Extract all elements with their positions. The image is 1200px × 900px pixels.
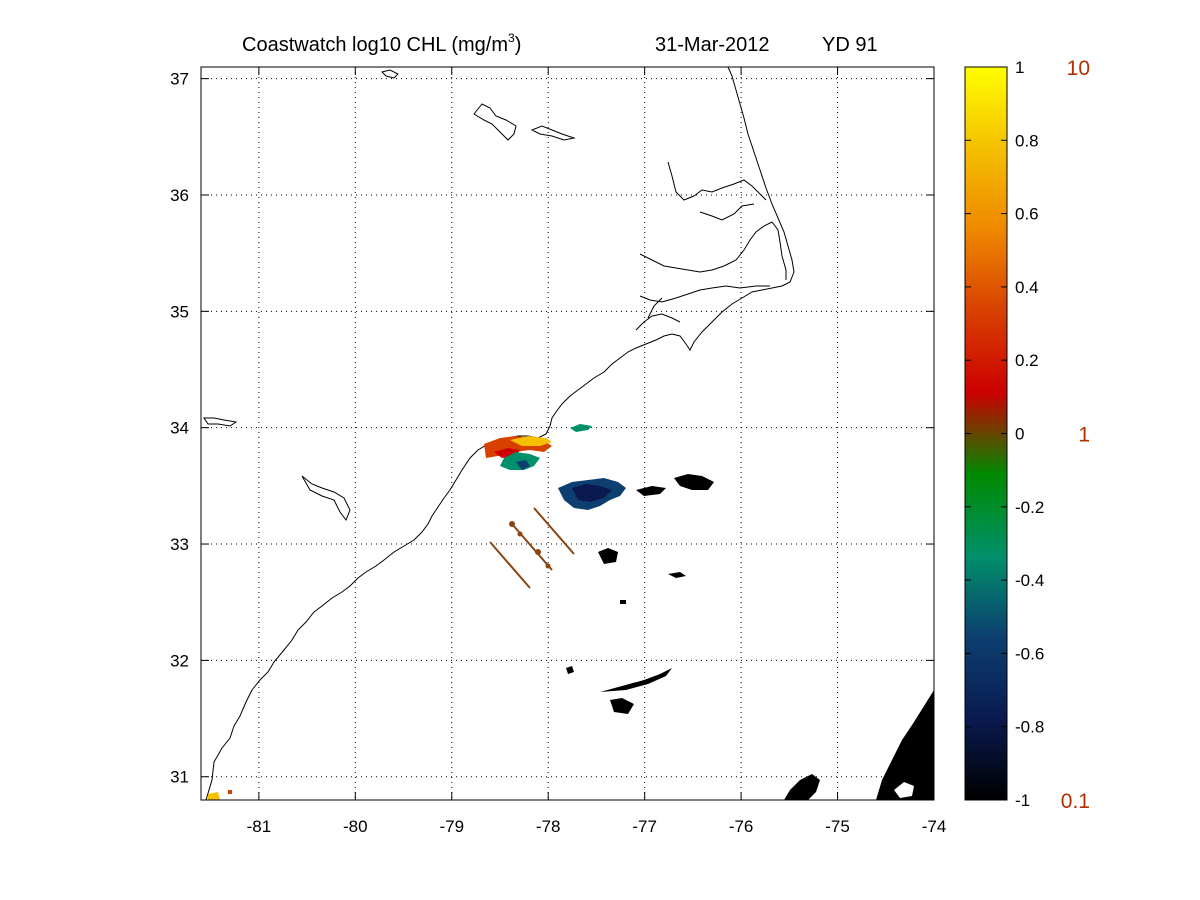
station-marker bbox=[545, 563, 551, 569]
neuse-river-outline bbox=[635, 297, 681, 331]
colorbar-tick-label: -0.4 bbox=[1015, 571, 1044, 590]
station-markers bbox=[509, 521, 551, 569]
latitude-tick-label: 32 bbox=[170, 651, 189, 670]
colorbar-tick-label: -0.6 bbox=[1015, 644, 1044, 663]
station-marker bbox=[517, 531, 523, 537]
longitude-tick-label: -80 bbox=[343, 817, 368, 836]
colorbar-tick-label: -0.8 bbox=[1015, 718, 1044, 737]
longitude-tick-label: -75 bbox=[825, 817, 850, 836]
map-content bbox=[203, 67, 934, 800]
reservoir-outline bbox=[381, 69, 399, 79]
colorbar-linear-label: 10 bbox=[1067, 57, 1090, 80]
colorbar-tick-label: 1 bbox=[1015, 58, 1024, 77]
colorbar-linear-labels: 10 1 0.1 bbox=[1061, 57, 1090, 813]
map-tick-labels: -81 -80 -79 -78 -77 -76 -75 -74 31 32 33 34 35 36 37 bbox=[170, 70, 946, 836]
albemarle-sound-outline bbox=[667, 161, 767, 221]
transect-line bbox=[489, 541, 531, 589]
title-close-paren: ) bbox=[515, 34, 522, 56]
colorbar-ticks bbox=[965, 66, 1007, 801]
station-marker bbox=[509, 521, 515, 527]
longitude-tick-label: -81 bbox=[247, 817, 272, 836]
map-ticks bbox=[201, 67, 935, 800]
map-frame bbox=[200, 66, 935, 801]
longitude-tick-label: -78 bbox=[536, 817, 561, 836]
kerr-lake-outline bbox=[473, 103, 576, 141]
chlorophyll-patches bbox=[208, 424, 934, 800]
latitude-tick-label: 34 bbox=[170, 419, 189, 438]
colorbar-ramp bbox=[964, 66, 1008, 801]
transect-line bbox=[511, 523, 553, 571]
colorbar: 1 0.8 0.6 0.4 0.2 0 -0.2 -0.4 -0.6 -0.8 -1 10 1 0.1 bbox=[964, 57, 1090, 813]
lake-marion-outline bbox=[301, 475, 351, 522]
coastline bbox=[205, 67, 795, 800]
longitude-tick-label: -79 bbox=[439, 817, 464, 836]
title-yearday: YD 91 bbox=[822, 34, 878, 56]
colorbar-tick-label: 0.4 bbox=[1015, 278, 1039, 297]
station-marker bbox=[535, 549, 541, 555]
colorbar-tick-label: -0.2 bbox=[1015, 498, 1044, 517]
title-date: 31-Mar-2012 bbox=[655, 34, 770, 56]
map-axes: -81 -80 -79 -78 -77 -76 -75 -74 31 32 33 34 35 36 37 bbox=[170, 66, 946, 836]
latitude-tick-label: 36 bbox=[170, 186, 189, 205]
colorbar-tick-label: 0.8 bbox=[1015, 131, 1039, 150]
colorbar-tick-label: 0.6 bbox=[1015, 205, 1039, 224]
lake-murray-outline bbox=[203, 417, 238, 427]
longitude-tick-label: -77 bbox=[632, 817, 657, 836]
colorbar-tick-label: 0.2 bbox=[1015, 351, 1039, 370]
transect-line bbox=[533, 507, 575, 555]
transect-lines bbox=[489, 507, 575, 589]
latitude-tick-label: 33 bbox=[170, 535, 189, 554]
longitude-tick-label: -74 bbox=[922, 817, 947, 836]
svg-text:Coastwatch log10 CHL (mg/m3): Coastwatch log10 CHL (mg/m3) bbox=[242, 31, 521, 56]
colorbar-linear-label: 0.1 bbox=[1061, 790, 1090, 813]
figure-title: Coastwatch log10 CHL (mg/m3) 31-Mar-2012… bbox=[242, 31, 878, 56]
latitude-tick-label: 37 bbox=[170, 70, 189, 89]
title-superscript: 3 bbox=[508, 31, 515, 45]
colorbar-tick-label: -1 bbox=[1015, 791, 1030, 810]
latitude-tick-label: 35 bbox=[170, 302, 189, 321]
map-plot-area bbox=[201, 67, 934, 800]
title-product: Coastwatch log10 CHL (mg/m bbox=[242, 34, 508, 56]
colorbar-linear-label: 1 bbox=[1078, 424, 1090, 447]
colorbar-tick-label: 0 bbox=[1015, 425, 1024, 444]
colorbar-tick-labels: 1 0.8 0.6 0.4 0.2 0 -0.2 -0.4 -0.6 -0.8 -1 bbox=[1015, 58, 1044, 810]
latitude-tick-label: 31 bbox=[170, 768, 189, 787]
longitude-tick-label: -76 bbox=[729, 817, 754, 836]
